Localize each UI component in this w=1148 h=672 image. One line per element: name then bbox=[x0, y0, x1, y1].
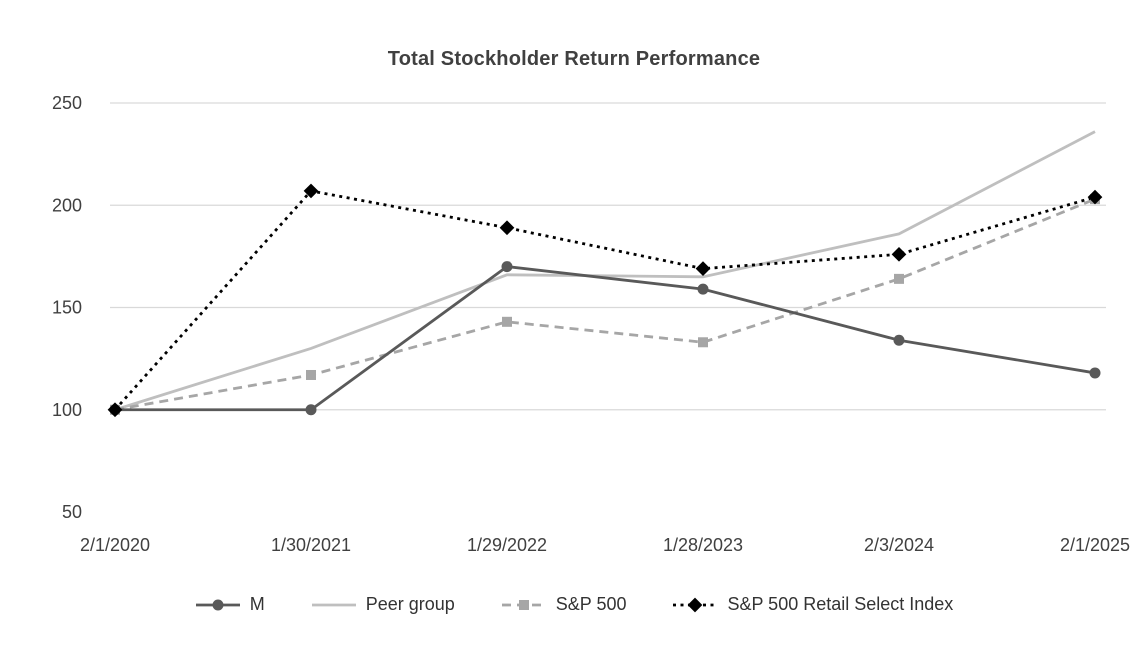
data-point-marker bbox=[107, 402, 123, 418]
data-point-marker bbox=[303, 183, 319, 199]
data-point-marker bbox=[502, 316, 512, 327]
x-tick-label: 2/1/2020 bbox=[80, 535, 150, 555]
data-point-marker bbox=[695, 261, 711, 276]
data-point-marker bbox=[893, 334, 905, 346]
x-tick-label: 2/1/2025 bbox=[1060, 535, 1130, 555]
data-point-marker bbox=[499, 220, 515, 236]
legend-diamond-swatch bbox=[673, 597, 718, 612]
x-tick-label: 1/30/2021 bbox=[271, 535, 351, 555]
series-line bbox=[115, 265, 1096, 412]
data-point-marker bbox=[698, 337, 708, 348]
legend-circle-swatch bbox=[195, 599, 240, 610]
data-point-marker bbox=[891, 246, 907, 262]
legend: M Peer group S&P 500 S&P 500 Retail Select … bbox=[0, 594, 1148, 615]
y-tick-label: 100 bbox=[52, 400, 82, 420]
legend-item: Peer group bbox=[311, 594, 455, 615]
data-point-marker bbox=[306, 369, 316, 380]
data-point-marker bbox=[894, 273, 904, 284]
legend-label: M bbox=[249, 594, 265, 614]
x-tick-label: 1/29/2022 bbox=[467, 535, 547, 555]
y-tick-label: 200 bbox=[52, 195, 82, 215]
data-point-marker bbox=[305, 404, 317, 416]
series-line bbox=[114, 130, 1096, 412]
legend-item: S&P 500 bbox=[501, 594, 627, 615]
data-point-marker bbox=[697, 283, 709, 295]
data-point-marker bbox=[1089, 367, 1101, 379]
legend-line-swatch bbox=[311, 603, 356, 606]
x-tick-label: 1/28/2023 bbox=[663, 535, 743, 555]
x-tick-label: 2/3/2024 bbox=[864, 535, 934, 555]
legend-item: M bbox=[195, 594, 265, 615]
y-tick-label: 50 bbox=[62, 502, 82, 522]
series-line bbox=[113, 189, 1096, 411]
series-line bbox=[114, 197, 1096, 412]
data-point-marker bbox=[501, 261, 513, 273]
legend-item: S&P 500 Retail Select Index bbox=[672, 594, 953, 615]
legend-label: S&P 500 Retail Select Index bbox=[727, 594, 954, 614]
y-tick-label: 150 bbox=[52, 298, 82, 318]
plot-area: 50 100 150 200 250 2/1/2020 1/30/2021 1/29/2022… bbox=[52, 93, 1130, 555]
legend-label: S&P 500 bbox=[555, 594, 627, 614]
y-tick-label: 250 bbox=[52, 93, 82, 113]
chart-title: Total Stockholder Return Performance bbox=[387, 48, 761, 70]
legend-label: Peer group bbox=[365, 594, 455, 614]
legend-square-swatch bbox=[501, 599, 546, 610]
